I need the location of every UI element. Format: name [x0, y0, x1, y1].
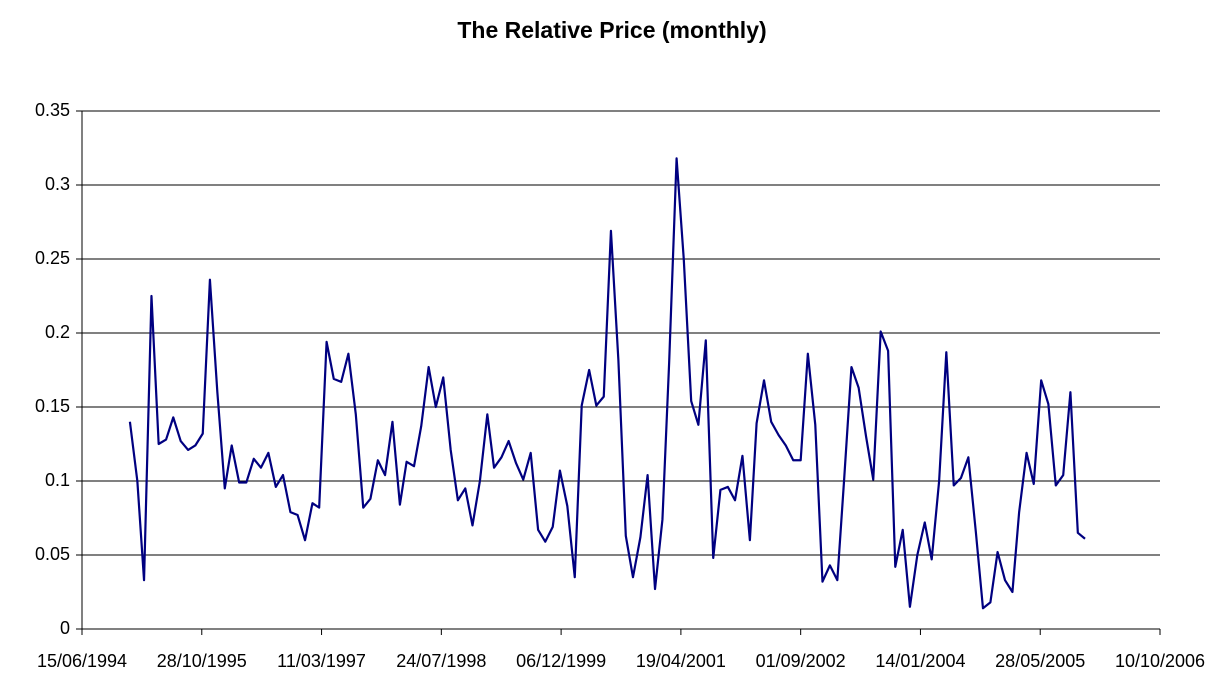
x-tick-label: 06/12/1999: [516, 651, 606, 671]
x-tick-label: 10/10/2006: [1115, 651, 1205, 671]
x-tick-label: 28/05/2005: [995, 651, 1085, 671]
y-tick-label: 0.2: [45, 322, 70, 342]
y-tick-label: 0.35: [35, 100, 70, 120]
x-tick-label: 19/04/2001: [636, 651, 726, 671]
y-tick-label: 0.3: [45, 174, 70, 194]
x-tick-label: 11/03/1997: [277, 651, 366, 671]
x-tick-label: 14/01/2004: [875, 651, 965, 671]
y-tick-label: 0.15: [35, 396, 70, 416]
y-tick-label: 0.1: [45, 470, 70, 490]
y-tick-label: 0.05: [35, 544, 70, 564]
y-tick-label: 0: [60, 618, 70, 638]
y-tick-label: 0.25: [35, 248, 70, 268]
chart-title: The Relative Price (monthly): [457, 17, 766, 43]
x-tick-label: 24/07/1998: [396, 651, 486, 671]
x-tick-label: 15/06/1994: [37, 651, 127, 671]
x-tick-label: 28/10/1995: [157, 651, 247, 671]
x-tick-label: 01/09/2002: [756, 651, 846, 671]
data-line: [128, 157, 1086, 610]
